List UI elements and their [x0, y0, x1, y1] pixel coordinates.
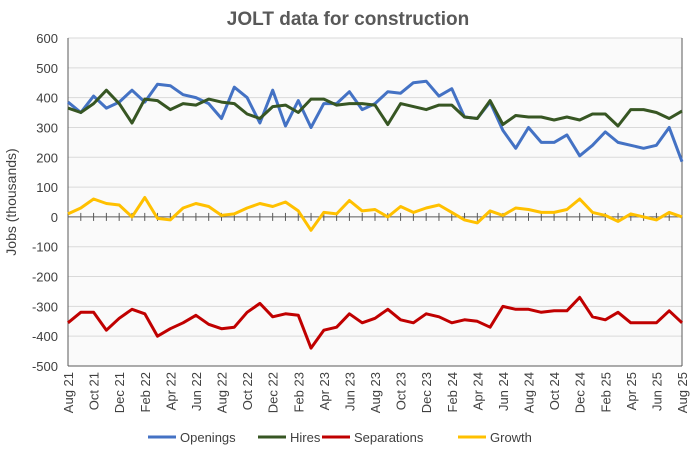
- legend-label-separations: Separations: [354, 430, 424, 445]
- x-tick-label: Apr 25: [624, 372, 639, 410]
- legend-label-growth: Growth: [490, 430, 532, 445]
- x-tick-label: Aug 22: [215, 372, 230, 413]
- series-line-hires: [67, 88, 683, 128]
- y-tick-label: 500: [36, 61, 58, 76]
- y-tick-label: -400: [32, 329, 58, 344]
- y-tick-label: -100: [32, 240, 58, 255]
- x-tick-label: Apr 23: [317, 372, 332, 410]
- series-line-growth: [67, 196, 683, 232]
- legend-label-openings: Openings: [180, 430, 236, 445]
- y-tick-label: 400: [36, 91, 58, 106]
- x-tick-label: Jun 24: [496, 372, 511, 411]
- chart-title: JOLT data for construction: [227, 9, 469, 30]
- x-tick-label: Aug 21: [61, 372, 76, 413]
- x-tick-label: Aug 25: [675, 372, 690, 413]
- x-tick-label: Oct 22: [240, 372, 255, 410]
- plot-area: [68, 38, 682, 366]
- y-axis-label: Jobs (thousands): [3, 148, 19, 255]
- x-tick-label: Jun 22: [189, 372, 204, 411]
- y-tick-label: 600: [36, 31, 58, 46]
- legend-label-hires: Hires: [290, 430, 321, 445]
- series-line-separations: [67, 295, 684, 350]
- x-tick-label: Dec 24: [573, 372, 588, 413]
- x-tick-label: Feb 23: [291, 372, 306, 412]
- x-tick-label: Dec 23: [419, 372, 434, 413]
- x-tick-label: Apr 22: [163, 372, 178, 410]
- y-tick-label: 300: [36, 120, 58, 135]
- y-tick-label: -300: [32, 299, 58, 314]
- y-tick-label: -500: [32, 359, 58, 374]
- x-tick-label: Feb 22: [138, 372, 153, 412]
- x-tick-label: Jun 23: [342, 372, 357, 411]
- y-tick-label: -200: [32, 270, 58, 285]
- x-tick-label: Dec 22: [266, 372, 281, 413]
- x-tick-label: Oct 23: [394, 372, 409, 410]
- x-tick-label: Jun 25: [649, 372, 664, 411]
- x-tick-label: Oct 24: [547, 372, 562, 410]
- x-tick-label: Feb 25: [598, 372, 613, 412]
- y-tick-label: 200: [36, 150, 58, 165]
- x-tick-label: Oct 21: [87, 372, 102, 410]
- x-tick-label: Feb 24: [445, 372, 460, 412]
- x-tick-label: Aug 23: [368, 372, 383, 413]
- x-tick-label: Dec 21: [112, 372, 127, 413]
- y-tick-label: 0: [51, 210, 58, 225]
- x-tick-label: Aug 24: [522, 372, 537, 413]
- y-tick-label: 100: [36, 180, 58, 195]
- x-tick-label: Apr 24: [470, 372, 485, 410]
